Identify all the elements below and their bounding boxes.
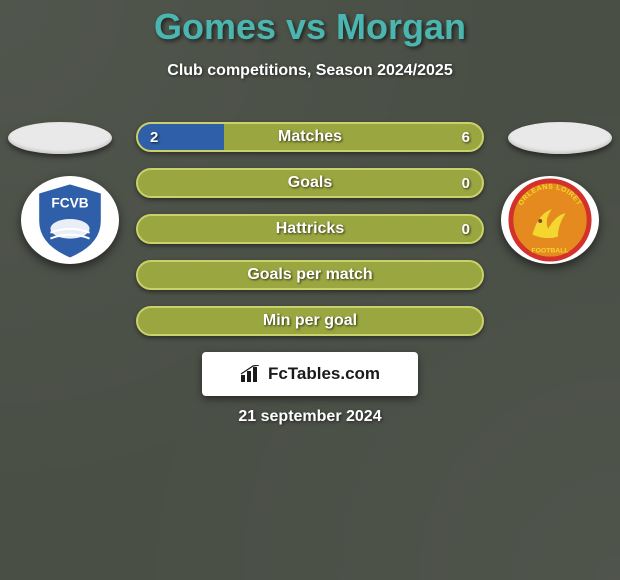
orleans-badge-icon: ORLEANS LOIRET FOOTBALL xyxy=(501,176,599,264)
subtitle: Club competitions, Season 2024/2025 xyxy=(0,62,620,80)
stat-bar-row: Goals0 xyxy=(136,168,484,198)
footer-date: 21 september 2024 xyxy=(0,408,620,426)
stat-bar-row: Matches2 6 xyxy=(136,122,484,152)
club-crest-left: FCVB xyxy=(21,176,119,264)
stat-bar-label: Min per goal xyxy=(138,308,482,334)
club-crest-right: ORLEANS LOIRET FOOTBALL xyxy=(501,176,599,264)
stat-bar-left-value: 2 xyxy=(138,124,170,150)
stat-bar-right-value: 6 xyxy=(450,124,482,150)
stat-bar-row: Min per goal xyxy=(136,306,484,336)
stat-bar-right-value: 0 xyxy=(450,170,482,196)
svg-text:FOOTBALL: FOOTBALL xyxy=(531,247,568,254)
stat-bar-label: Goals xyxy=(138,170,482,196)
brand-text: FcTables.com xyxy=(268,364,380,384)
stat-bar-label: Goals per match xyxy=(138,262,482,288)
stat-bar-label: Hattricks xyxy=(138,216,482,242)
stat-bar-row: Hattricks0 xyxy=(136,214,484,244)
stat-bar-label: Matches xyxy=(138,124,482,150)
stat-bars: Matches26Goals0Hattricks0Goals per match… xyxy=(136,122,484,352)
stat-bar-right-value: 0 xyxy=(450,216,482,242)
page-title: Gomes vs Morgan xyxy=(0,6,620,48)
fcvb-shield-icon: FCVB xyxy=(21,176,119,264)
player-avatar-right-placeholder xyxy=(508,122,612,154)
stat-bar-row: Goals per match xyxy=(136,260,484,290)
brand-badge: FcTables.com xyxy=(202,352,418,396)
bars-icon xyxy=(240,365,262,383)
fcvb-text: FCVB xyxy=(51,195,88,210)
player-avatar-left-placeholder xyxy=(8,122,112,154)
